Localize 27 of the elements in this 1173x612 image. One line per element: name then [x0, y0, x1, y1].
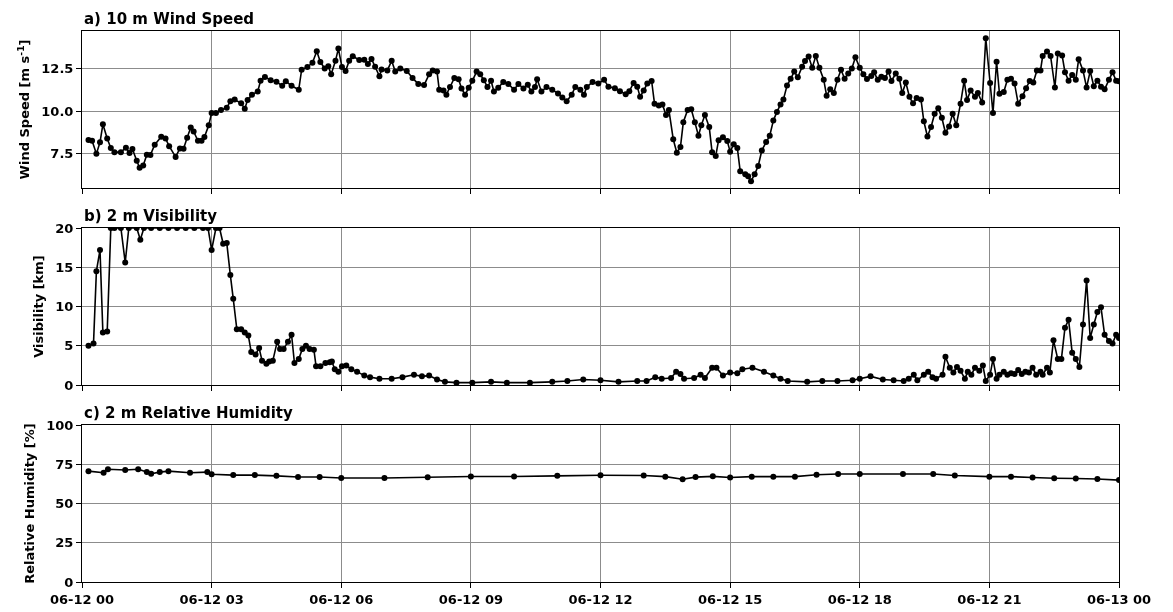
x-tick-label: 06-13 00	[1086, 591, 1152, 607]
y-tick-label: 20	[55, 220, 74, 236]
chart-title: a) 10 m Wind Speed	[84, 10, 255, 28]
y-axis-title: Relative Humidity [%]	[22, 423, 38, 584]
y-tick-label: 0	[64, 377, 74, 393]
y-tick-label: 0	[64, 574, 74, 590]
y-tick-label: 25	[55, 535, 74, 551]
y-tick-label: 10	[55, 299, 74, 315]
y-tick-label: 100	[46, 417, 74, 433]
chart-title: c) 2 m Relative Humidity	[84, 404, 294, 422]
x-tick-label: 06-12 09	[438, 591, 503, 607]
y-tick-label: 5	[64, 338, 74, 354]
y-tick-label: 10.0	[41, 103, 74, 119]
x-tick-label: 06-12 21	[957, 591, 1022, 607]
y-tick-label: 50	[55, 496, 74, 512]
x-tick-label: 06-12 18	[827, 591, 892, 607]
y-tick-label: 7.5	[50, 146, 74, 162]
x-tick-label: 06-12 12	[568, 591, 633, 607]
x-tick-label: 06-12 06	[309, 591, 374, 607]
y-axis-title: Visibility [km]	[31, 255, 47, 358]
x-tick-label: 06-12 15	[698, 591, 763, 607]
y-tick-label: 12.5	[41, 61, 74, 77]
chart-title: b) 2 m Visibility	[84, 207, 218, 225]
x-tick-label: 06-12 00	[49, 591, 115, 607]
x-tick-label: 06-12 03	[179, 591, 244, 607]
y-tick-label: 15	[55, 259, 74, 275]
y-tick-label: 75	[55, 456, 74, 472]
